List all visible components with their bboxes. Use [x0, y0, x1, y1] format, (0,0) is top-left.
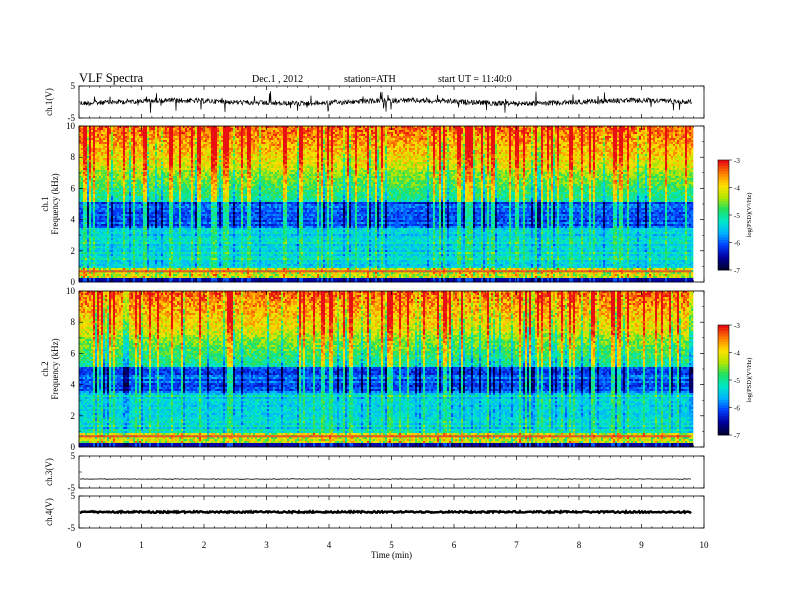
- y-tick-label: 2: [71, 246, 76, 256]
- y-tick-label: 6: [71, 348, 76, 358]
- x-axis-label: Time (min): [371, 550, 412, 560]
- panel-frame-4: [79, 456, 704, 488]
- waveform-trace: [80, 91, 692, 113]
- x-tick-label: 5: [389, 540, 394, 550]
- x-tick-label: 6: [452, 540, 457, 550]
- y-tick-label: 10: [66, 286, 76, 296]
- y-axis-label: ch.3(V): [44, 458, 54, 486]
- colorbar-label: log(PSD)(V²/Hz): [746, 358, 753, 403]
- y-axis-label: ch.4(V): [44, 498, 54, 526]
- colorbar-label: log(PSD)(V²/Hz): [746, 193, 753, 238]
- spectrogram-image: [79, 126, 693, 282]
- x-tick-label: 2: [202, 540, 207, 550]
- y-tick-label: 5: [71, 81, 76, 91]
- x-tick-label: 9: [639, 540, 644, 550]
- y-tick-label: 10: [66, 121, 76, 131]
- colorbar-tick-label: -6: [734, 240, 740, 248]
- y-tick-label: 8: [71, 317, 76, 327]
- waveform-trace: [80, 479, 691, 480]
- colorbar-tick-label: -4: [734, 350, 740, 358]
- colorbar: [718, 160, 729, 270]
- x-tick-label: 7: [514, 540, 519, 550]
- colorbar-tick-label: -5: [734, 212, 740, 220]
- y-tick-label: 8: [71, 152, 76, 162]
- y-axis-label: ch.2: [40, 361, 50, 376]
- y-tick-label: -5: [68, 523, 76, 533]
- waveform-trace: [80, 511, 691, 513]
- x-tick-label: 8: [577, 540, 582, 550]
- x-tick-label: 0: [77, 540, 82, 550]
- vlf-figure: 5-5ch.1(V)0246810ch.1 Frequency (kHz)-3-4…: [0, 0, 792, 612]
- y-axis-label: Frequency (kHz): [50, 338, 60, 399]
- y-axis-label: ch.1: [40, 196, 50, 211]
- x-tick-label: 4: [327, 540, 332, 550]
- y-tick-label: 4: [71, 215, 76, 225]
- y-tick-label: 4: [71, 380, 76, 390]
- y-tick-label: 5: [71, 491, 76, 501]
- colorbar-tick-label: -4: [734, 185, 740, 193]
- x-tick-label: 1: [139, 540, 144, 550]
- colorbar-tick-label: -3: [734, 322, 740, 330]
- colorbar-tick-label: -3: [734, 157, 740, 165]
- colorbar-tick-label: -7: [734, 432, 740, 440]
- colorbar-tick-label: -5: [734, 377, 740, 385]
- colorbar-tick-label: -7: [734, 267, 740, 275]
- y-axis-label: ch.1(V): [44, 88, 54, 116]
- x-tick-label: 3: [264, 540, 269, 550]
- y-axis-label: Frequency (kHz): [50, 173, 60, 234]
- y-tick-label: 5: [71, 451, 76, 461]
- colorbar-tick-label: -6: [734, 405, 740, 413]
- y-tick-label: 2: [71, 411, 76, 421]
- y-tick-label: 6: [71, 183, 76, 193]
- spectral-line: [79, 435, 692, 437]
- colorbar: [718, 325, 729, 435]
- x-tick-label: 10: [700, 540, 710, 550]
- spectral-line: [79, 270, 692, 272]
- spectrogram-image: [79, 291, 693, 447]
